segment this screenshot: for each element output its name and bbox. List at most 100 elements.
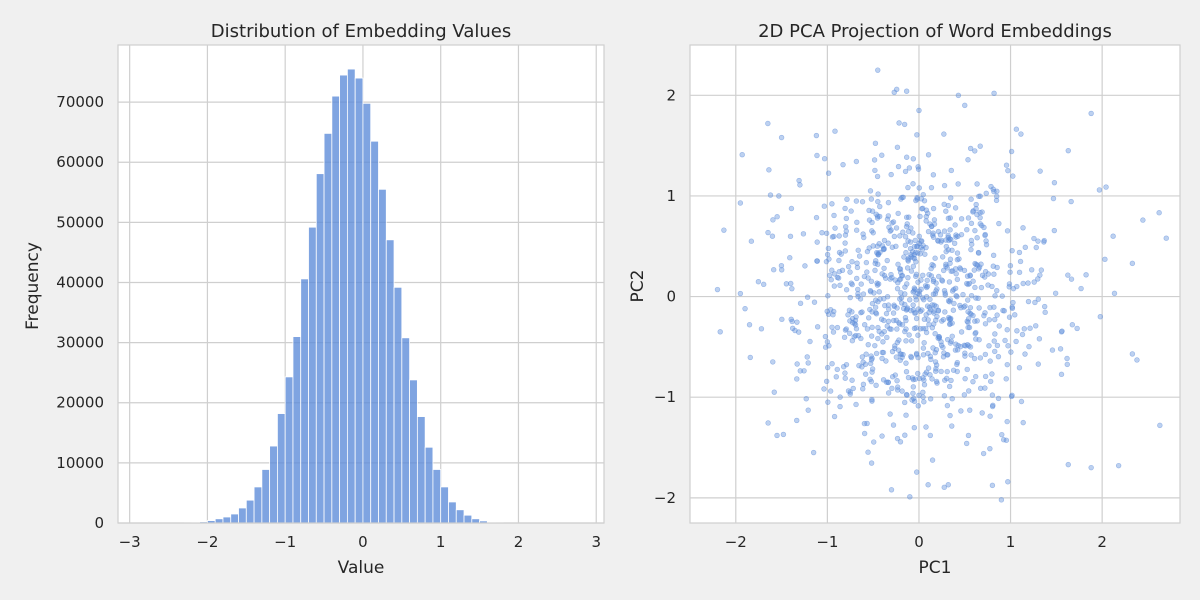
scatter-point: [885, 302, 892, 308]
histogram-x-tick-label: −3: [119, 533, 141, 551]
scatter-point: [1003, 376, 1009, 382]
scatter-point: [847, 294, 853, 301]
scatter-point: [853, 227, 860, 233]
histogram-x-tick-label: 1: [436, 533, 446, 551]
scatter-point: [951, 286, 957, 293]
scatter-point: [910, 307, 917, 313]
scatter-point: [960, 291, 966, 298]
histogram-x-tick-label: 0: [358, 533, 368, 551]
scatter-point: [973, 329, 979, 336]
scatter-point: [811, 299, 818, 305]
scatter-point: [850, 385, 856, 392]
scatter-point: [998, 497, 1005, 503]
scatter-point: [742, 305, 748, 312]
scatter-point: [1035, 361, 1041, 367]
scatter-point: [859, 309, 865, 315]
scatter-y-tick-label: 0: [666, 288, 676, 306]
scatter-point: [854, 275, 860, 282]
scatter-point: [748, 238, 755, 244]
scatter-point: [905, 374, 912, 381]
scatter-point: [1006, 314, 1013, 320]
scatter-point: [913, 273, 919, 280]
scatter-point: [902, 168, 909, 175]
scatter-point: [1068, 198, 1074, 205]
scatter-point: [927, 396, 934, 402]
scatter-point: [883, 379, 890, 385]
scatter-point: [910, 390, 916, 397]
scatter-point: [1004, 228, 1011, 234]
scatter-point: [941, 350, 947, 356]
scatter-point: [974, 181, 980, 187]
scatter-point: [947, 340, 954, 346]
scatter-point: [889, 220, 895, 226]
histogram-bar: [393, 286, 403, 524]
scatter-point: [902, 432, 908, 438]
scatter-point: [923, 207, 930, 213]
scatter-point: [874, 282, 881, 288]
scatter-point: [849, 377, 855, 383]
scatter-point: [945, 202, 951, 209]
scatter-point: [868, 278, 875, 284]
scatter-point: [989, 392, 996, 398]
scatter-point: [1031, 235, 1037, 242]
scatter-point: [982, 321, 989, 327]
scatter-point: [848, 208, 854, 214]
scatter-point: [913, 271, 920, 278]
scatter-point: [861, 420, 868, 427]
scatter-point: [989, 482, 996, 489]
scatter-point: [968, 196, 974, 202]
scatter-point: [933, 378, 940, 385]
scatter-point: [969, 241, 975, 247]
scatter-point: [930, 234, 937, 240]
scatter-point: [889, 374, 896, 380]
scatter-point: [911, 255, 918, 262]
scatter-point: [834, 324, 841, 331]
scatter-point: [983, 241, 990, 248]
scatter-point: [1051, 227, 1058, 234]
scatter-point: [952, 347, 959, 353]
scatter-point: [778, 263, 785, 269]
scatter-point: [927, 296, 933, 303]
histogram-bar: [269, 445, 278, 524]
histogram-bar: [440, 486, 449, 524]
scatter-point: [929, 324, 936, 331]
scatter-point: [1020, 419, 1026, 426]
scatter-point: [966, 343, 972, 349]
scatter-point: [979, 272, 986, 278]
scatter-point: [843, 287, 850, 293]
scatter-point: [1007, 269, 1013, 275]
scatter-point: [903, 391, 910, 398]
scatter-point: [770, 359, 776, 365]
scatter-point: [932, 255, 938, 261]
scatter-point: [854, 260, 860, 266]
scatter-point: [875, 213, 881, 219]
scatter-point: [961, 267, 968, 274]
scatter-point: [890, 422, 897, 428]
scatter-point: [888, 487, 895, 493]
scatter-point: [881, 237, 888, 244]
scatter-point: [1005, 479, 1011, 485]
scatter-point: [890, 310, 897, 316]
scatter-point: [887, 411, 893, 417]
scatter-point: [814, 258, 820, 264]
scatter-point: [892, 343, 898, 349]
scatter-point: [936, 335, 943, 341]
scatter-point: [946, 383, 953, 390]
histogram-bar: [277, 413, 286, 524]
scatter-point: [776, 193, 782, 199]
scatter-point: [916, 375, 923, 382]
scatter-point: [941, 484, 947, 491]
scatter-point: [835, 275, 842, 281]
scatter-point: [714, 286, 721, 293]
scatter-point: [968, 237, 975, 244]
scatter-point: [947, 260, 953, 267]
scatter-point: [789, 318, 795, 325]
scatter-point: [901, 121, 908, 128]
scatter-point: [1129, 260, 1136, 267]
scatter-point: [955, 342, 961, 349]
scatter-point: [962, 102, 968, 109]
scatter-point: [875, 191, 881, 197]
scatter-point: [949, 396, 955, 402]
scatter-point: [800, 231, 807, 237]
